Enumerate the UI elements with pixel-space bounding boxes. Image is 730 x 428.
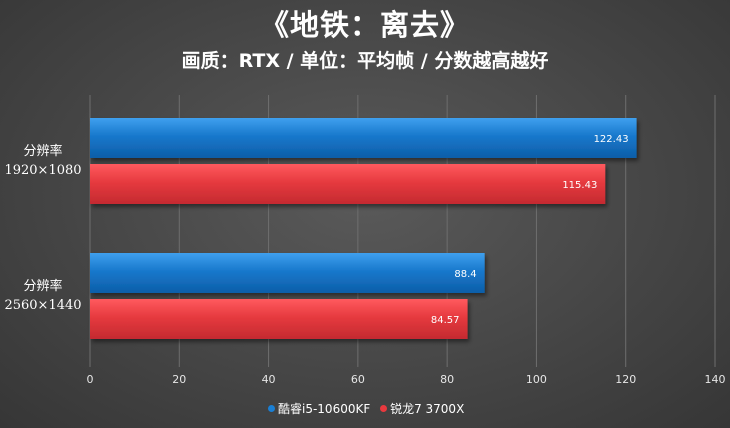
y-category-label: 分辨率 1920×1080 <box>0 142 86 180</box>
bar-2-2 <box>90 299 468 339</box>
legend-item-series-2: 锐龙7 3700X <box>380 400 464 417</box>
chart-title: 《地铁：离去》 <box>259 8 470 42</box>
x-tick-label: 140 <box>705 373 726 386</box>
bar-2-1 <box>90 164 606 204</box>
bar-value-label: 122.43 <box>594 134 629 145</box>
legend-marker-series-2 <box>380 405 388 412</box>
x-tick-label: 20 <box>172 373 186 386</box>
chart-subtitle: 画质：RTX / 单位：平均帧 / 分数越高越好 <box>181 50 549 72</box>
y-category-label-line: 1920×1080 <box>4 163 82 178</box>
bar-value-label: 88.4 <box>454 269 476 280</box>
x-tick-label: 100 <box>526 373 547 386</box>
bar-value-label: 115.43 <box>562 180 597 191</box>
x-tick-label: 0 <box>87 373 94 386</box>
legend-label-series-2: 锐龙7 3700X <box>390 402 465 416</box>
x-tick-label: 40 <box>262 373 276 386</box>
x-tick-label: 120 <box>615 373 636 386</box>
y-category-label: 分辨率 2560×1440 <box>0 277 86 315</box>
legend-item-series-1: 酷睿i5-10600KF <box>268 400 370 417</box>
bar-1-2 <box>90 253 485 293</box>
bar-value-label: 84.57 <box>431 315 460 326</box>
y-category-label-line: 分辨率 <box>23 144 63 159</box>
x-tick-label: 80 <box>440 373 454 386</box>
legend: 酷睿i5-10600KF 锐龙7 3700X <box>268 400 470 417</box>
legend-marker-series-1 <box>268 405 275 412</box>
y-category-label-line: 2560×1440 <box>4 298 82 313</box>
x-tick-label: 60 <box>351 373 365 386</box>
legend-label-series-1: 酷睿i5-10600KF <box>278 402 371 416</box>
bar-1-1 <box>90 118 637 158</box>
y-category-label-line: 分辨率 <box>23 279 63 294</box>
